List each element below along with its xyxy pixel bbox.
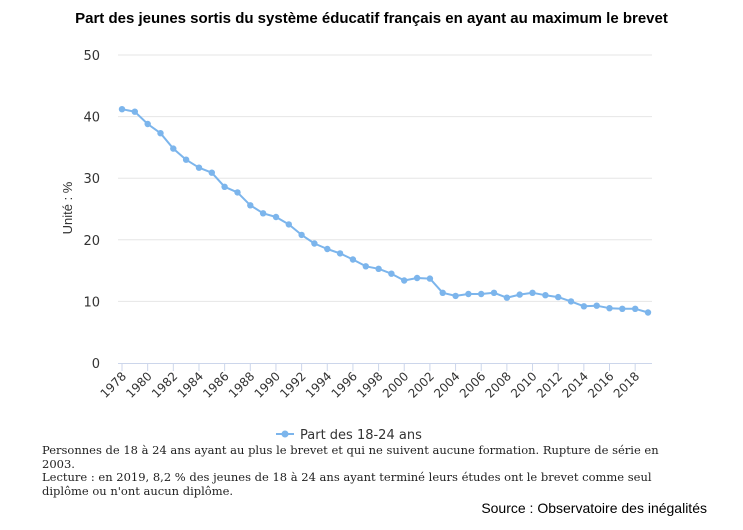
data-point[interactable] — [157, 130, 164, 137]
x-tick-label: 2012 — [534, 369, 565, 400]
x-tick-label: 2016 — [585, 369, 616, 400]
data-point[interactable] — [259, 210, 267, 217]
x-tick-label: 1998 — [354, 369, 385, 400]
note-reading: Lecture : en 2019, 8,2 % des jeunes de 1… — [42, 470, 652, 498]
y-tick-label: 10 — [83, 295, 100, 310]
legend-marker — [281, 430, 289, 438]
y-tick-label: 20 — [83, 234, 100, 249]
data-point[interactable] — [388, 270, 395, 277]
y-tick-label: 30 — [83, 172, 100, 187]
legend[interactable]: Part des 18-24 ans — [276, 428, 422, 440]
grid-lines — [118, 54, 652, 302]
x-tick-label: 1984 — [175, 369, 206, 400]
data-point[interactable] — [567, 298, 575, 305]
data-point[interactable] — [452, 292, 459, 300]
data-point[interactable] — [555, 293, 562, 301]
data-point[interactable] — [362, 263, 369, 270]
chart-notes: Personnes de 18 à 24 ans ayant au plus l… — [42, 443, 682, 498]
x-tick-label: 1980 — [123, 369, 154, 400]
x-tick-label: 2002 — [406, 369, 437, 400]
data-point[interactable] — [490, 289, 498, 296]
data-point[interactable] — [529, 289, 536, 296]
data-point[interactable] — [208, 169, 215, 176]
data-point[interactable] — [311, 240, 318, 247]
data-point[interactable] — [619, 305, 626, 312]
data-point[interactable] — [131, 108, 138, 115]
series-group — [118, 106, 652, 316]
data-point[interactable] — [632, 305, 639, 312]
x-tick-label: 1996 — [329, 369, 360, 400]
x-tick-label: 2014 — [559, 369, 590, 400]
y-tick-label: 0 — [92, 357, 100, 372]
y-axis-ticks: 0 10 20 30 40 50 — [83, 49, 100, 372]
data-point[interactable] — [606, 305, 613, 312]
x-tick-label: 2010 — [508, 369, 539, 400]
data-point[interactable] — [593, 302, 600, 309]
x-axis-ticks: 1978198019821984198619881990199219941996… — [98, 363, 642, 401]
y-axis-label: Unité : % — [60, 181, 75, 234]
x-tick-label: 2004 — [431, 369, 462, 400]
data-point[interactable] — [349, 256, 357, 263]
x-tick-label: 1978 — [98, 369, 129, 400]
data-point[interactable] — [426, 275, 434, 282]
data-point[interactable] — [324, 245, 331, 253]
line-chart: 0 10 20 30 40 50 1978198019821984198619881990… — [60, 49, 652, 440]
data-point[interactable] — [542, 292, 549, 299]
data-point[interactable] — [580, 303, 588, 310]
x-tick-label: 1986 — [200, 369, 231, 400]
legend-label: Part des 18-24 ans — [300, 428, 422, 440]
data-point[interactable] — [298, 231, 305, 239]
data-point[interactable] — [221, 183, 228, 190]
source-credit: Source : Observatoire des inégalités — [481, 500, 707, 516]
data-point[interactable] — [195, 164, 203, 171]
x-tick-label: 1994 — [303, 369, 334, 400]
data-point[interactable] — [375, 265, 382, 272]
x-tick-label: 1988 — [226, 369, 257, 400]
x-tick-label: 2000 — [380, 369, 411, 400]
x-tick-label: 2018 — [611, 369, 642, 400]
data-point[interactable] — [247, 202, 254, 209]
note-definition: Personnes de 18 à 24 ans ayant au plus l… — [42, 443, 659, 471]
x-tick-label: 1982 — [149, 369, 180, 400]
x-tick-label: 2006 — [457, 369, 488, 400]
chart-title: Part des jeunes sortis du système éducat… — [75, 10, 668, 27]
data-point[interactable] — [401, 277, 408, 284]
x-tick-label: 1990 — [252, 369, 283, 400]
data-point[interactable] — [182, 156, 190, 163]
data-point[interactable] — [503, 294, 511, 301]
data-point[interactable] — [144, 120, 151, 128]
data-point[interactable] — [478, 290, 485, 298]
data-point[interactable] — [285, 221, 292, 228]
x-tick-label: 2008 — [482, 369, 513, 400]
data-point[interactable] — [644, 309, 652, 316]
data-point[interactable] — [234, 189, 241, 196]
data-point[interactable] — [272, 213, 280, 221]
data-point[interactable] — [118, 106, 126, 113]
data-point[interactable] — [170, 145, 177, 152]
data-point[interactable] — [413, 274, 421, 282]
x-tick-label: 1992 — [277, 369, 308, 400]
y-tick-label: 50 — [83, 49, 100, 64]
data-point[interactable] — [336, 250, 344, 257]
series-line — [121, 108, 649, 314]
data-point[interactable] — [439, 289, 446, 296]
y-tick-label: 40 — [83, 111, 100, 126]
data-point[interactable] — [516, 291, 523, 298]
data-point[interactable] — [465, 290, 472, 298]
